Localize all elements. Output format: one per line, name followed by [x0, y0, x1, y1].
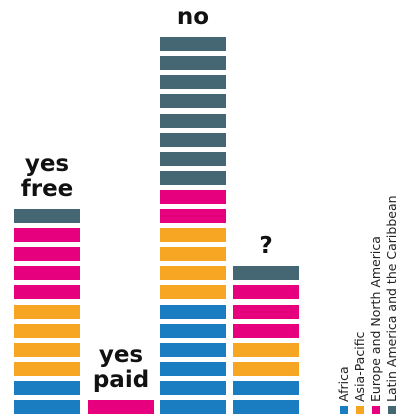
unit-block — [14, 342, 80, 357]
legend-item: Latin America and the Caribbean — [384, 114, 400, 414]
category-label: yes free — [20, 151, 74, 202]
unit-block — [160, 285, 226, 300]
unit-block — [14, 266, 80, 281]
unit-block — [233, 304, 299, 319]
unit-block — [160, 56, 226, 71]
legend-label: Asia-Pacific — [352, 331, 367, 402]
unit-block — [14, 380, 80, 395]
unit-block — [14, 209, 80, 223]
legend-swatch — [372, 406, 380, 414]
unit-block — [160, 304, 226, 319]
unit-block — [160, 247, 226, 262]
unit-block — [14, 285, 80, 300]
legend-label: Europe and North America — [368, 236, 383, 402]
unit-block — [160, 209, 226, 223]
unit-block — [160, 361, 226, 376]
unit-block — [14, 361, 80, 376]
legend: Africa Asia-Pacific Europe and North Ameri… — [336, 114, 400, 414]
unit-block — [233, 285, 299, 300]
unit-block — [160, 37, 226, 52]
unit-block — [14, 247, 80, 262]
unit-block — [233, 323, 299, 338]
unit-block — [160, 400, 226, 414]
unit-block — [160, 266, 226, 281]
unit-block — [160, 189, 226, 204]
unit-block — [160, 380, 226, 395]
legend-swatch — [340, 406, 348, 414]
legend-swatch — [388, 406, 396, 414]
unit-block — [160, 323, 226, 338]
unit-block — [14, 323, 80, 338]
unit-block — [160, 342, 226, 357]
unit-block — [233, 361, 299, 376]
unit-block — [160, 151, 226, 166]
legend-item: Africa — [336, 114, 352, 414]
legend-label: Africa — [336, 366, 351, 402]
unit-block — [160, 75, 226, 90]
category-label: ? — [259, 233, 273, 260]
unit-block — [160, 170, 226, 185]
unit-block — [14, 228, 80, 243]
unit-block — [14, 400, 80, 414]
unit-block — [88, 400, 154, 414]
unit-block — [160, 113, 226, 128]
legend-label: Latin America and the Caribbean — [384, 195, 399, 402]
category-label: no — [176, 4, 210, 31]
unit-block — [233, 400, 299, 414]
legend-swatch — [356, 406, 364, 414]
unit-block — [160, 132, 226, 147]
unit-block — [160, 228, 226, 243]
category-label: yes paid — [92, 342, 150, 393]
unit-block — [14, 304, 80, 319]
unit-block — [233, 380, 299, 395]
unit-block — [233, 266, 299, 281]
unit-block — [233, 342, 299, 357]
legend-item: Europe and North America — [368, 114, 384, 414]
legend-item: Asia-Pacific — [352, 114, 368, 414]
unit-block — [160, 94, 226, 109]
